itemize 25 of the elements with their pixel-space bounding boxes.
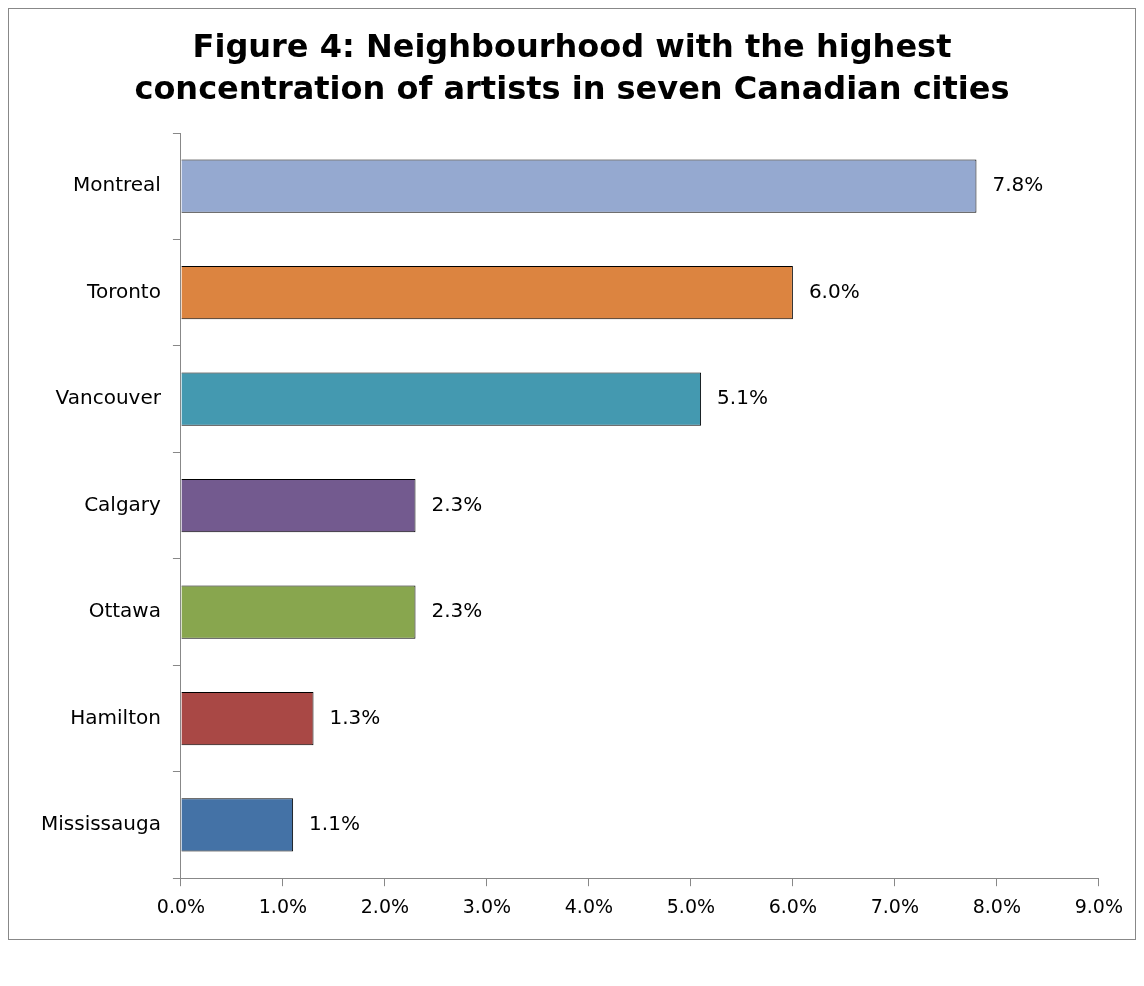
x-tick-label: 1.0% xyxy=(258,894,308,917)
data-label: 2.3% xyxy=(431,491,483,516)
x-tick-label: 8.0% xyxy=(972,894,1022,917)
y-tick-label: Mississauga xyxy=(40,811,161,836)
y-tick-label: Vancouver xyxy=(55,385,162,410)
x-tick-label: 3.0% xyxy=(462,894,512,917)
data-label: 7.8% xyxy=(992,172,1044,197)
chart-title: Figure 4: Neighbourhood with the highest concentration of artists in seven Canadian cities xyxy=(133,26,1011,109)
x-tick-label: 6.0% xyxy=(768,894,818,917)
x-tick-label: 9.0% xyxy=(1074,894,1124,917)
y-tick-label: Hamilton xyxy=(70,704,161,729)
x-tick-label: 4.0% xyxy=(564,894,614,917)
y-tick-label: Montreal xyxy=(73,172,161,197)
data-label: 1.3% xyxy=(329,704,381,729)
y-tick-label: Calgary xyxy=(84,491,162,516)
data-label: 2.3% xyxy=(431,598,483,623)
x-tick-label: 5.0% xyxy=(666,894,716,917)
x-tick-label: 7.0% xyxy=(870,894,920,917)
y-tick-label: Toronto xyxy=(86,278,161,303)
data-label: 5.1% xyxy=(717,385,768,410)
data-label: 6.0% xyxy=(808,278,860,303)
y-tick-label: Ottawa xyxy=(88,598,161,623)
data-label: 1.1% xyxy=(309,811,360,836)
x-tick-label: 0.0% xyxy=(156,894,206,917)
x-tick-label: 2.0% xyxy=(360,894,410,917)
